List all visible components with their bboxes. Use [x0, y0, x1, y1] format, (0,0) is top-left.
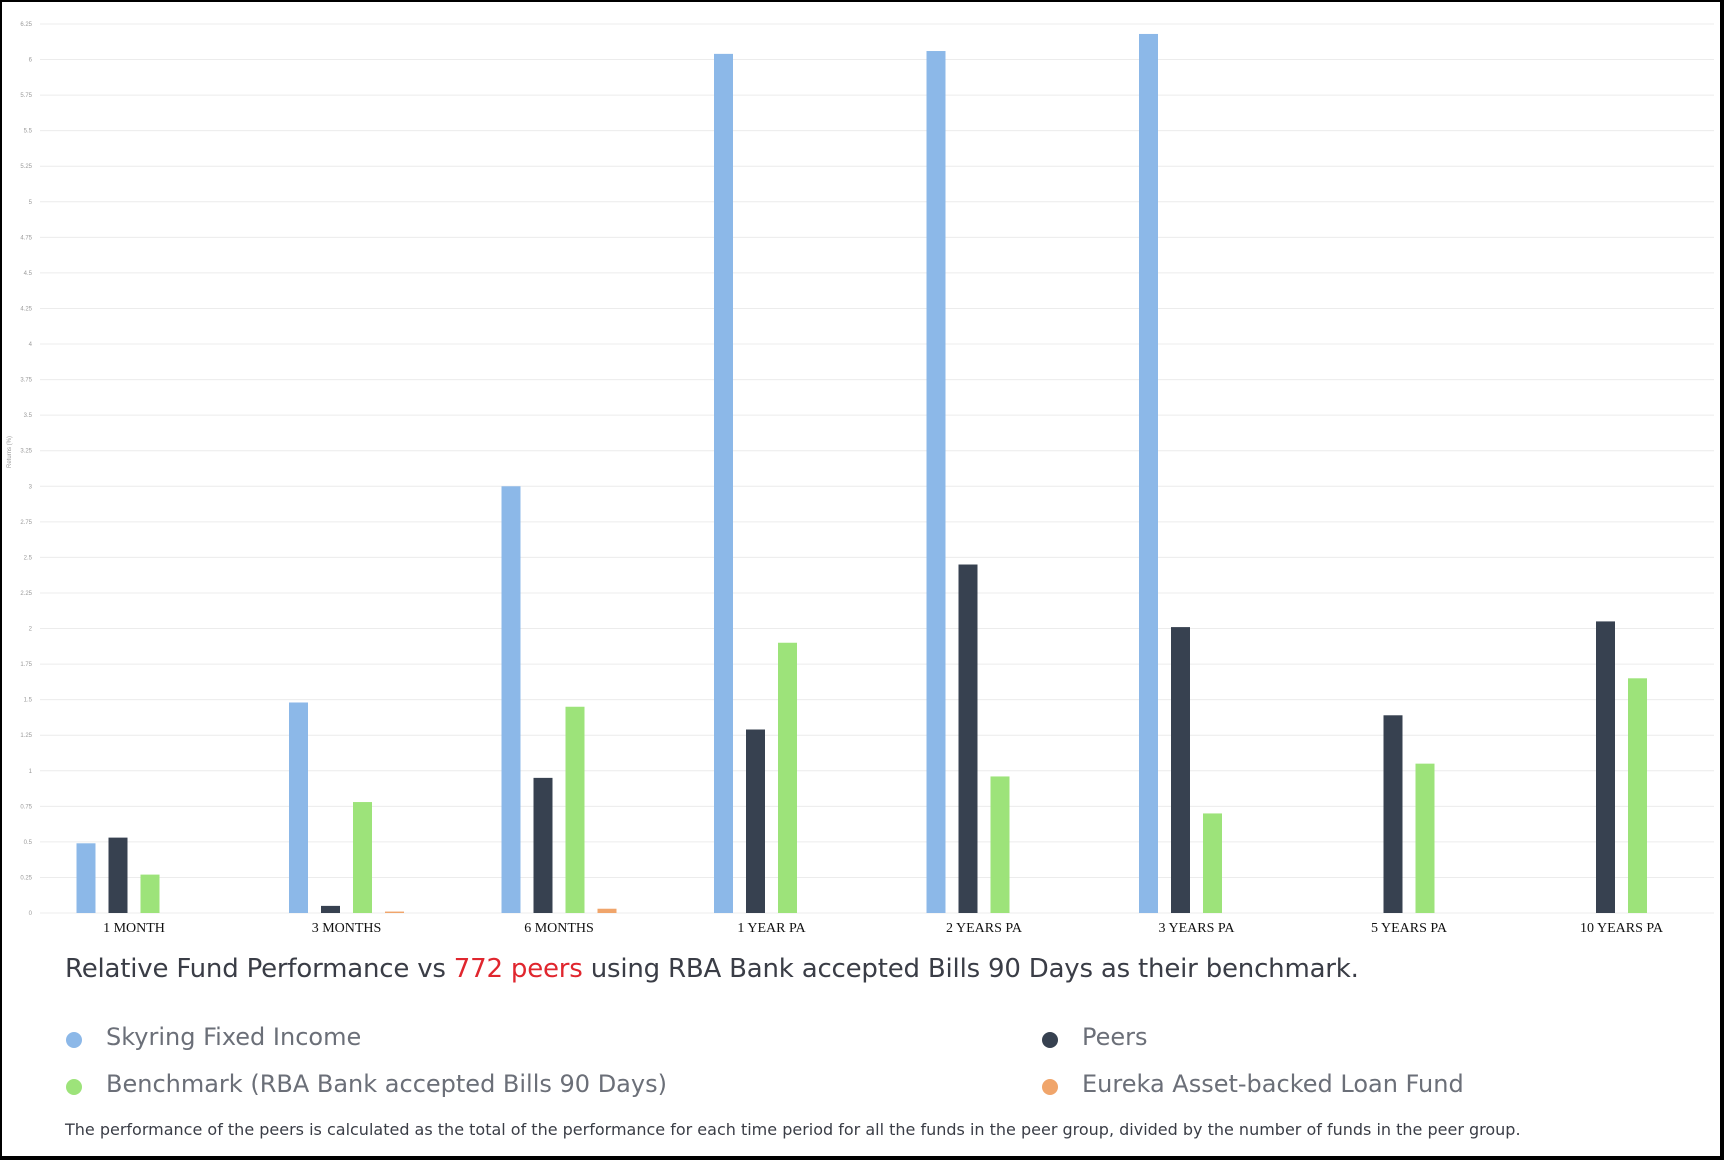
- y-tick-label: 3: [29, 484, 33, 490]
- y-tick-label: 2.25: [20, 591, 32, 597]
- legend-label-skyring: Skyring Fixed Income: [106, 1023, 362, 1051]
- legend-dot-benchmark: [66, 1079, 82, 1095]
- bar-eureka-asset-backed-loan-fund-3: [597, 908, 617, 913]
- bar-skyring-fixed-income-6: [1139, 33, 1158, 914]
- y-tick-label: 1: [29, 769, 33, 775]
- x-axis-ticks: 1 MONTH 3 MONTHS 6 MONTHS 1 YEAR PA 2 YEARS …: [103, 921, 1664, 936]
- x-tick-label: 1 MONTH: [103, 921, 165, 936]
- y-tick-label: 4.5: [24, 271, 33, 277]
- x-tick-label: 1 YEAR PA: [737, 921, 806, 936]
- bar-benchmark-rba-bank-accepted-bills-90-days-3: [565, 706, 585, 913]
- bar-peers-1: [108, 837, 128, 913]
- bar-eureka-asset-backed-loan-fund-2: [385, 911, 404, 913]
- y-tick-label: 2.5: [24, 555, 33, 561]
- bar-skyring-fixed-income-1: [76, 843, 96, 913]
- y-tick-label: 5.75: [20, 93, 32, 99]
- bar-peers-6: [1171, 627, 1190, 913]
- y-tick-label: 4.75: [20, 235, 32, 241]
- bar-chart: 0 0.25 0.5 0.75 1 1.25 1.5 1.75 2 2.25 2.5 2.75 3 3.2…: [7, 22, 1714, 936]
- bar-benchmark-rba-bank-accepted-bills-90-days-2: [353, 802, 372, 913]
- footnote: The performance of the peers is calculat…: [65, 1120, 1521, 1139]
- bar-benchmark-rba-bank-accepted-bills-90-days-4: [778, 642, 797, 913]
- y-axis-ticks: 0 0.25 0.5 0.75 1 1.25 1.5 1.75 2 2.25 2.5 2.75 3 3.2…: [20, 22, 32, 917]
- y-tick-label: 4.25: [20, 306, 32, 312]
- legend-dot-skyring: [66, 1032, 82, 1048]
- y-tick-label: 2.75: [20, 520, 32, 526]
- chart-caption: Relative Fund Performance vs 772 peers u…: [65, 954, 1665, 984]
- bars: [76, 33, 1647, 914]
- bar-skyring-fixed-income-2: [289, 702, 308, 913]
- y-tick-label: 0.5: [24, 840, 33, 846]
- bar-benchmark-rba-bank-accepted-bills-90-days-6: [1203, 813, 1222, 913]
- x-tick-label: 3 YEARS PA: [1159, 921, 1236, 936]
- y-tick-label: 3.75: [20, 378, 32, 384]
- x-tick-label: 2 YEARS PA: [946, 921, 1023, 936]
- y-tick-label: 6: [29, 58, 33, 64]
- peer-count-highlight: 772 peers: [453, 954, 583, 984]
- bar-benchmark-rba-bank-accepted-bills-90-days-1: [140, 874, 160, 913]
- y-tick-label: 3.25: [20, 449, 32, 455]
- legend-item-eureka: Eureka Asset-backed Loan Fund: [1042, 1070, 1464, 1098]
- legend-item-skyring: Skyring Fixed Income: [66, 1023, 361, 1051]
- bar-skyring-fixed-income-4: [714, 53, 733, 913]
- bar-peers-5: [958, 564, 978, 913]
- bar-skyring-fixed-income-5: [926, 51, 946, 914]
- x-tick-label: 3 MONTHS: [312, 921, 382, 936]
- y-tick-label: 5.5: [24, 129, 33, 135]
- bar-peers-3: [533, 777, 553, 913]
- bar-benchmark-rba-bank-accepted-bills-90-days-8: [1628, 678, 1647, 913]
- legend-label-benchmark: Benchmark (RBA Bank accepted Bills 90 Da…: [106, 1070, 667, 1098]
- legend-label-peers: Peers: [1082, 1023, 1148, 1051]
- bar-peers-2: [321, 905, 340, 913]
- y-tick-label: 2: [29, 627, 33, 633]
- bar-skyring-fixed-income-3: [501, 486, 521, 913]
- y-tick-label: 5: [29, 200, 33, 206]
- caption-suffix: using RBA Bank accepted Bills 90 Days as…: [582, 954, 1359, 984]
- y-tick-label: 1.75: [20, 662, 32, 668]
- legend-label-eureka: Eureka Asset-backed Loan Fund: [1082, 1070, 1464, 1098]
- legend-item-peers: Peers: [1042, 1023, 1148, 1051]
- y-tick-label: 3.5: [24, 413, 33, 419]
- y-tick-label: 1.25: [20, 733, 32, 739]
- legend-dot-eureka: [1042, 1079, 1058, 1095]
- legend-item-benchmark: Benchmark (RBA Bank accepted Bills 90 Da…: [66, 1070, 667, 1098]
- y-tick-label: 0.75: [20, 804, 32, 810]
- x-tick-label: 6 MONTHS: [524, 921, 594, 936]
- x-tick-label: 5 YEARS PA: [1371, 921, 1448, 936]
- bar-peers-8: [1596, 621, 1615, 913]
- y-tick-label: 0.25: [20, 875, 32, 881]
- y-tick-label: 6.25: [20, 22, 32, 28]
- y-tick-label: 1.5: [24, 698, 33, 704]
- y-tick-label: 5.25: [20, 164, 32, 170]
- y-axis-label: Returns (%): [7, 436, 13, 468]
- x-tick-label: 10 YEARS PA: [1580, 921, 1664, 936]
- caption-prefix: Relative Fund Performance vs: [65, 954, 454, 984]
- y-tick-label: 0: [29, 911, 33, 917]
- gridlines: [40, 23, 1714, 914]
- legend-dot-peers: [1042, 1032, 1058, 1048]
- bar-benchmark-rba-bank-accepted-bills-90-days-7: [1415, 763, 1435, 913]
- bar-peers-7: [1383, 715, 1403, 913]
- bar-benchmark-rba-bank-accepted-bills-90-days-5: [990, 776, 1010, 913]
- bar-peers-4: [746, 729, 765, 913]
- y-tick-label: 4: [29, 342, 33, 348]
